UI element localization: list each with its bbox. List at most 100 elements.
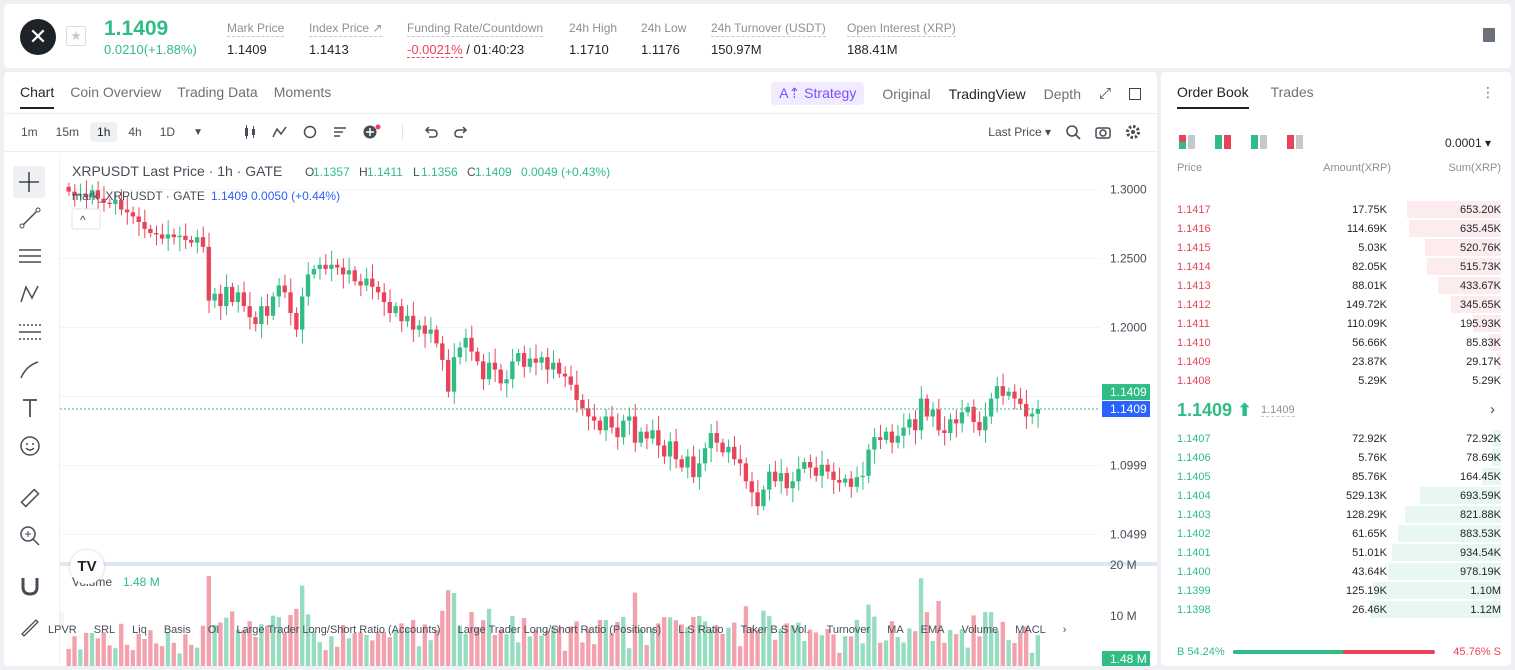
tab-trades[interactable]: Trades [1270, 84, 1314, 100]
camera-icon[interactable] [1095, 124, 1111, 140]
indicator-8[interactable]: Taker B.S Vol. [740, 624, 810, 636]
indicator-4[interactable]: OI [207, 624, 220, 636]
indicator-more-icon[interactable]: › [1062, 624, 1067, 636]
tab-moments[interactable]: Moments [273, 84, 332, 100]
text-tool-icon[interactable] [18, 396, 42, 420]
bid-row[interactable]: 1.1404 529.13K 693.59K [1161, 486, 1511, 505]
template-icon[interactable] [332, 124, 348, 140]
collapse-legend-button[interactable] [71, 208, 101, 230]
brush-icon[interactable] [18, 358, 42, 382]
trendline-icon[interactable] [18, 206, 42, 230]
emoji-icon[interactable] [18, 434, 42, 458]
ask-row[interactable]: 1.1408 5.29K 5.29K [1161, 371, 1511, 390]
stat-open-interest[interactable]: Open Interest (XRP) 188.41M [847, 21, 956, 57]
tab-trading-data[interactable]: Trading Data [177, 84, 258, 100]
magnet-icon[interactable] [18, 574, 42, 598]
ask-row[interactable]: 1.1413 88.01K 433.67K [1161, 276, 1511, 295]
crosshair-icon[interactable] [13, 166, 45, 198]
tab-tradingview[interactable]: TradingView [948, 85, 1026, 102]
bid-row[interactable]: 1.1401 51.01K 934.54K [1161, 543, 1511, 562]
tab-chart[interactable]: Chart [20, 84, 55, 109]
window-icon[interactable] [1129, 87, 1141, 100]
ask-row[interactable]: 1.1411 110.09K 195.93K [1161, 314, 1511, 333]
redo-icon[interactable] [453, 124, 469, 140]
interval-4h[interactable]: 4h [128, 125, 142, 139]
ask-row[interactable]: 1.1414 82.05K 515.73K [1161, 257, 1511, 276]
indicator-3[interactable]: Basis [163, 624, 191, 636]
indicator-11[interactable]: EMA [920, 624, 945, 636]
tick-size-select[interactable]: 0.0001 ▾ [1444, 136, 1491, 150]
pattern-icon[interactable] [18, 282, 42, 306]
interval-1h[interactable]: 1h [90, 122, 118, 142]
indicators-icon[interactable] [272, 124, 288, 140]
chevron-right-icon[interactable]: › [1490, 401, 1495, 418]
indicator-13[interactable]: MACL [1015, 624, 1046, 636]
indicator-7[interactable]: L.S Ratio [678, 624, 724, 636]
strategy-button[interactable]: A⇡ Strategy [771, 82, 865, 105]
ask-row[interactable]: 1.1416 114.69K 635.45K [1161, 219, 1511, 238]
stat-funding-rate[interactable]: Funding Rate/Countdown -0.0021% / 01:40:2… [407, 21, 544, 58]
view-both-icon[interactable] [1179, 135, 1195, 149]
bid-row[interactable]: 1.1405 85.76K 164.45K [1161, 467, 1511, 486]
stat-index-price[interactable]: Index Price ↗ 1.1413 [309, 21, 383, 57]
volume-bar [492, 635, 498, 666]
bid-row[interactable]: 1.1398 26.46K 1.12M [1161, 600, 1511, 619]
indicator-5[interactable]: Large Trader Long/Short Ratio (Accounts) [236, 624, 441, 636]
add-indicator-icon[interactable] [362, 124, 382, 140]
bid-row[interactable]: 1.1403 128.29K 821.88K [1161, 505, 1511, 524]
view-asks-icon[interactable] [1287, 135, 1303, 149]
tab-depth[interactable]: Depth [1043, 85, 1081, 102]
undo-icon[interactable] [423, 124, 439, 140]
bid-row[interactable]: 1.1407 72.92K 72.92K [1161, 429, 1511, 448]
tab-order-book[interactable]: Order Book [1177, 84, 1249, 109]
candle [866, 449, 871, 476]
scroll-left-handle[interactable] [60, 612, 64, 630]
settings-gear-icon[interactable] [1125, 124, 1141, 140]
stat-mark-price[interactable]: Mark Price 1.1409 [227, 21, 285, 57]
interval-15m[interactable]: 15m [55, 125, 80, 139]
ask-row[interactable]: 1.1415 5.03K 520.76K [1161, 238, 1511, 257]
expand-icon[interactable]: ⤢ [1098, 85, 1111, 102]
tab-coin-overview[interactable]: Coin Overview [70, 84, 162, 100]
indicator-6[interactable]: Large Trader Long/Short Ratio (Positions… [457, 624, 662, 636]
price-type-select[interactable]: Last Price ▾ [988, 125, 1051, 139]
pane-divider[interactable] [60, 562, 1157, 566]
indicator-0[interactable]: LPVR [48, 624, 77, 636]
view-split-icon[interactable] [1215, 135, 1231, 149]
bid-row[interactable]: 1.1399 125.19K 1.10M [1161, 581, 1511, 600]
favorite-star-icon[interactable]: ★ [66, 26, 86, 46]
indicator-1[interactable]: SRL [93, 624, 116, 636]
ask-row[interactable]: 1.1410 56.66K 85.83K [1161, 333, 1511, 352]
interval-1m[interactable]: 1m [21, 125, 38, 139]
fib-icon[interactable] [18, 320, 42, 344]
candles-icon[interactable] [242, 124, 258, 140]
price-chart[interactable]: 1.3000 1.2500 1.2000 1.0999 1.0499 1.1409 1.14… [60, 154, 1157, 666]
divider [4, 113, 1157, 114]
indicator-2[interactable]: Liq [132, 624, 147, 636]
book-icon[interactable] [1483, 28, 1495, 42]
refresh-icon[interactable] [302, 124, 318, 140]
indicator-10[interactable]: MA [887, 624, 904, 636]
view-bids-icon[interactable] [1251, 135, 1267, 149]
candle [632, 416, 638, 443]
interval-1d[interactable]: 1D [159, 125, 176, 139]
indicator-12[interactable]: Volume [961, 624, 999, 636]
ask-row[interactable]: 1.1412 149.72K 345.65K [1161, 295, 1511, 314]
bid-row[interactable]: 1.1402 61.65K 883.53K [1161, 524, 1511, 543]
volume-bar [708, 629, 714, 666]
bid-row[interactable]: 1.1400 43.64K 978.19K [1161, 562, 1511, 581]
ask-row[interactable]: 1.1417 17.75K 653.20K [1161, 200, 1511, 219]
search-icon[interactable] [1065, 124, 1081, 140]
ask-row[interactable]: 1.1409 23.87K 29.17K [1161, 352, 1511, 371]
indicator-9[interactable]: Turnover [826, 624, 871, 636]
candle [580, 399, 585, 409]
horizontal-lines-icon[interactable] [18, 244, 42, 268]
stat-24h-turnover[interactable]: 24h Turnover (USDT) 150.97M [711, 21, 826, 57]
interval-dropdown-icon[interactable]: ▼ [193, 126, 203, 138]
ruler-icon[interactable] [18, 486, 42, 510]
more-menu-icon[interactable]: ⋮ [1481, 84, 1495, 100]
bid-row[interactable]: 1.1406 5.76K 78.69K [1161, 448, 1511, 467]
tab-original[interactable]: Original [882, 85, 931, 102]
lock-drawing-icon[interactable] [18, 614, 42, 638]
zoom-in-icon[interactable] [18, 524, 42, 548]
